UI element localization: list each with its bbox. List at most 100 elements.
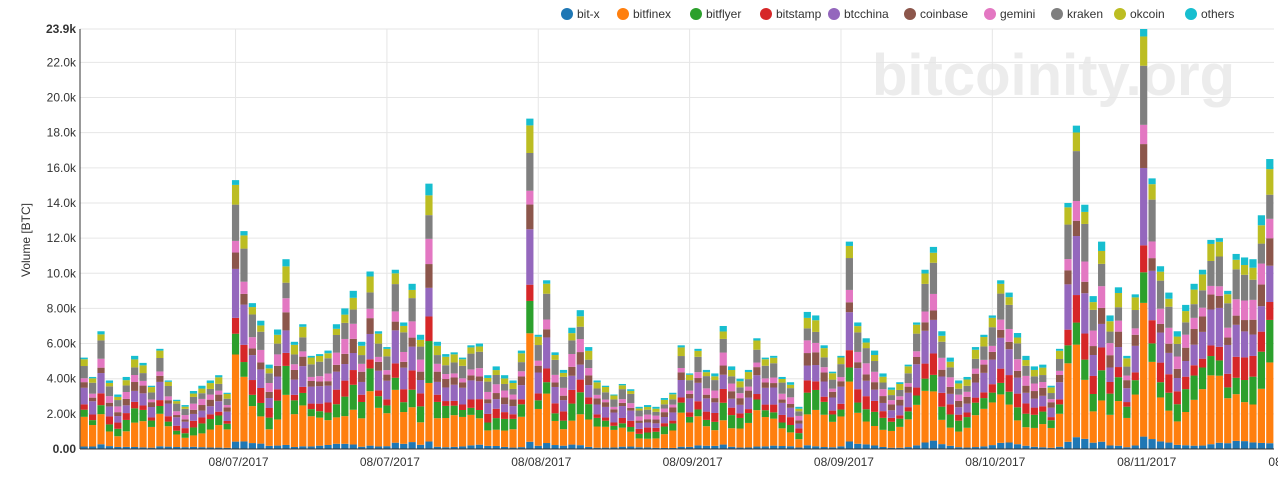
legend-item-bitfinex[interactable]: bitfinex xyxy=(617,7,671,21)
bar-stack[interactable] xyxy=(1232,253,1240,449)
bar-stack[interactable] xyxy=(904,364,912,449)
legend-item-kraken[interactable]: kraken xyxy=(1051,7,1103,21)
bar-stack[interactable] xyxy=(837,355,845,449)
bar-stack[interactable] xyxy=(383,347,391,449)
bar-stack[interactable] xyxy=(854,322,862,449)
bar-stack[interactable] xyxy=(828,371,837,449)
bar-stack[interactable] xyxy=(450,352,458,449)
bar-stack[interactable] xyxy=(1165,292,1173,449)
bar-stack[interactable] xyxy=(189,391,198,449)
bar-stack[interactable] xyxy=(753,338,761,449)
bar-stack[interactable] xyxy=(349,290,357,449)
bar-stack[interactable] xyxy=(1224,290,1232,449)
bar-stack[interactable] xyxy=(879,373,887,449)
bar-stack[interactable] xyxy=(845,241,853,449)
bar-stack[interactable] xyxy=(509,380,517,449)
bar-stack[interactable] xyxy=(1081,204,1089,449)
bar-stack[interactable] xyxy=(938,331,946,449)
bar-stack[interactable] xyxy=(778,376,786,449)
bar-stack[interactable] xyxy=(1190,283,1198,449)
bar-stack[interactable] xyxy=(257,320,265,449)
bar-stack[interactable] xyxy=(501,375,509,449)
bar-stack[interactable] xyxy=(492,366,500,449)
bar-stack[interactable] xyxy=(694,348,702,449)
bar-stack[interactable] xyxy=(475,343,484,449)
bar-stack[interactable] xyxy=(1005,292,1013,449)
bar-stack[interactable] xyxy=(980,334,988,449)
bar-stack[interactable] xyxy=(870,350,879,449)
bar-stack[interactable] xyxy=(862,338,870,449)
bar-stack[interactable] xyxy=(921,269,929,449)
bar-stack[interactable] xyxy=(97,331,105,449)
bar-stack[interactable] xyxy=(114,394,122,449)
bar-stack[interactable] xyxy=(400,322,408,449)
bar-stack[interactable] xyxy=(139,362,147,449)
bar-stack[interactable] xyxy=(610,394,618,449)
bar-stack[interactable] xyxy=(164,380,172,449)
bar-stack[interactable] xyxy=(534,334,542,449)
bar-stack[interactable] xyxy=(593,380,601,449)
bar-stack[interactable] xyxy=(568,327,576,449)
legend-item-bit-x[interactable]: bit-x xyxy=(561,7,600,21)
bar-stack[interactable] xyxy=(1039,364,1047,449)
bar-stack[interactable] xyxy=(669,392,677,449)
bar-stack[interactable] xyxy=(1030,366,1038,449)
bar-stack[interactable] xyxy=(803,311,811,449)
bar-stack[interactable] xyxy=(946,357,954,449)
bar-stack[interactable] xyxy=(526,118,534,449)
bar-stack[interactable] xyxy=(618,383,626,449)
bar-stack[interactable] xyxy=(1098,241,1106,449)
bar-stack[interactable] xyxy=(324,350,332,449)
bar-stack[interactable] xyxy=(1089,296,1097,449)
bar-stack[interactable] xyxy=(736,378,744,449)
bar-stack[interactable] xyxy=(273,329,282,449)
bar-stack[interactable] xyxy=(341,308,349,449)
bar-stack[interactable] xyxy=(248,303,256,449)
bar-stack[interactable] xyxy=(1140,29,1148,449)
bar-stack[interactable] xyxy=(1055,348,1064,449)
bar-stack[interactable] xyxy=(265,364,273,449)
bar-stack[interactable] xyxy=(122,376,130,449)
bar-stack[interactable] xyxy=(181,405,189,449)
bar-stack[interactable] xyxy=(299,324,307,449)
bar-stack[interactable] xyxy=(812,315,820,449)
bar-stack[interactable] xyxy=(1047,385,1055,449)
bar-stack[interactable] xyxy=(307,355,315,449)
bar-stack[interactable] xyxy=(223,392,231,449)
bar-stack[interactable] xyxy=(820,345,828,449)
bar-stack[interactable] xyxy=(433,341,441,449)
bar-stack[interactable] xyxy=(643,405,652,449)
legend-item-okcoin[interactable]: okcoin xyxy=(1114,7,1165,21)
bar-stack[interactable] xyxy=(744,369,753,449)
bar-stack[interactable] xyxy=(332,324,341,449)
bar-stack[interactable] xyxy=(408,283,416,449)
bar-stack[interactable] xyxy=(1156,266,1165,449)
bar-stack[interactable] xyxy=(1198,269,1207,449)
bar-stack[interactable] xyxy=(559,369,568,449)
bar-stack[interactable] xyxy=(711,373,719,449)
bar-stack[interactable] xyxy=(416,334,425,449)
bar-stack[interactable] xyxy=(173,399,181,449)
bar-stack[interactable] xyxy=(105,380,114,449)
bar-stack[interactable] xyxy=(1106,315,1114,449)
bar-stack[interactable] xyxy=(627,389,635,449)
bar-stack[interactable] xyxy=(896,382,904,449)
bar-stack[interactable] xyxy=(955,380,963,449)
bar-stack[interactable] xyxy=(795,406,803,449)
bar-stack[interactable] xyxy=(652,406,660,449)
bar-stack[interactable] xyxy=(761,357,769,449)
bar-stack[interactable] xyxy=(391,269,399,449)
bar-stack[interactable] xyxy=(290,341,299,449)
legend-item-coinbase[interactable]: coinbase xyxy=(904,7,968,21)
bar-stack[interactable] xyxy=(316,354,324,449)
bar-stack[interactable] xyxy=(1173,331,1181,449)
bar-stack[interactable] xyxy=(1131,294,1139,449)
bar-stack[interactable] xyxy=(1266,159,1274,449)
bar-stack[interactable] xyxy=(576,310,584,449)
bar-stack[interactable] xyxy=(442,354,450,449)
bar-stack[interactable] xyxy=(358,341,366,449)
bar-stack[interactable] xyxy=(1022,355,1030,449)
bar-stack[interactable] xyxy=(1240,257,1249,449)
bar-stack[interactable] xyxy=(425,183,433,449)
bar-stack[interactable] xyxy=(240,231,248,449)
